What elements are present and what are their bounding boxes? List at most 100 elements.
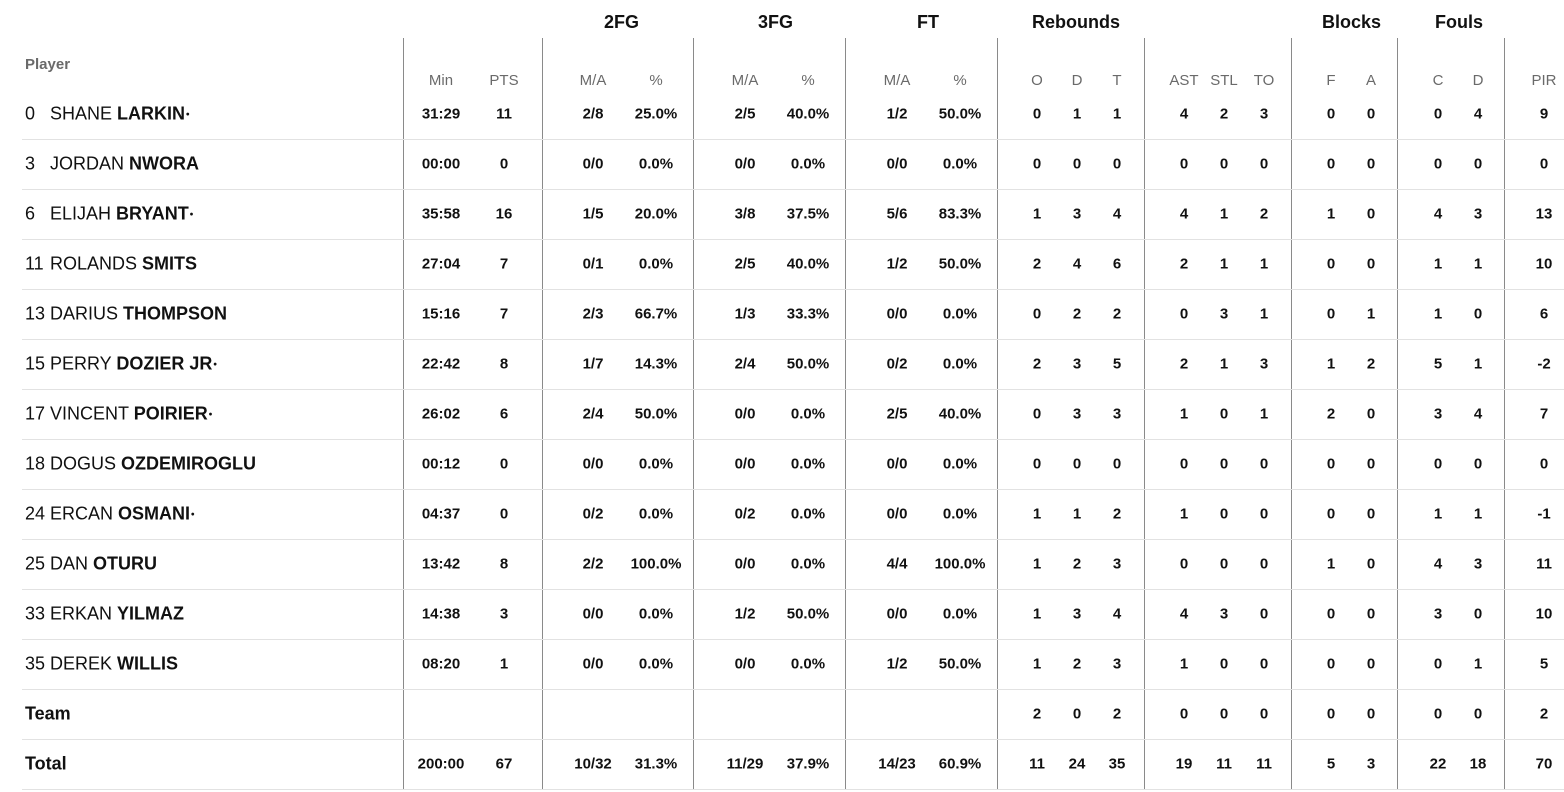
stat-cell: 0.0% (942, 355, 978, 373)
stat-cell: 04:37 (421, 505, 461, 523)
stat-cell: 1/2 (886, 655, 908, 673)
stat-cell: 0 (1259, 705, 1269, 723)
stat-cell: 0/2 (734, 505, 756, 523)
player-name[interactable]: 13 DARIUS THOMPSON (25, 304, 227, 325)
stat-cell: 0.0% (790, 405, 826, 423)
player-name[interactable]: 25 DAN OTURU (25, 554, 157, 575)
player-last-name: OTURU (93, 553, 158, 574)
stat-cell: 0 (1433, 155, 1443, 173)
stat-cell: 11 (496, 105, 512, 123)
player-last-name: OZDEMIROGLU (121, 453, 257, 474)
stat-cell: 1 (1219, 255, 1229, 273)
stat-cell: 33.3% (786, 305, 830, 323)
stat-cell: 0 (1219, 505, 1229, 523)
stat-cell: 1 (1112, 105, 1122, 123)
stat-cell: 0 (1326, 155, 1336, 173)
team-label: Team (25, 703, 71, 724)
stat-cell: 0.0% (790, 655, 826, 673)
stat-cell: 0.0% (638, 155, 674, 173)
player-first-name: VINCENT (50, 403, 134, 424)
row-divider (22, 639, 1564, 640)
stat-cell: 1 (499, 655, 509, 673)
column-header: PIR (1531, 72, 1557, 89)
player-name[interactable]: 3 JORDAN NWORA (25, 154, 199, 175)
stat-cell: 4 (1433, 555, 1443, 573)
player-column-header: Player (25, 56, 71, 73)
stat-cell: 0 (1179, 555, 1189, 573)
row-divider (22, 789, 1564, 790)
stat-cell: 2 (1219, 105, 1229, 123)
stat-cell: 0 (1259, 155, 1269, 173)
stat-cell: 0/1 (582, 255, 604, 273)
stat-cell: 0.0% (638, 455, 674, 473)
player-last-name: YILMAZ (117, 603, 185, 624)
stat-cell: 100.0% (934, 555, 986, 573)
row-divider (22, 339, 1564, 340)
player-name[interactable]: 33 ERKAN YILMAZ (25, 604, 184, 625)
stat-cell: 10 (1535, 605, 1553, 623)
player-number: 17 (25, 403, 46, 424)
column-header: A (1365, 72, 1377, 89)
stat-cell: 0.0% (942, 605, 978, 623)
stat-cell: 3 (1112, 655, 1122, 673)
player-name[interactable]: 35 DEREK WILLIS (25, 654, 178, 675)
column-header: TO (1253, 72, 1275, 89)
player-name[interactable]: 15 PERRY DOZIER JR• (25, 354, 217, 375)
player-last-name: BRYANT (116, 203, 189, 224)
starter-marker: • (186, 109, 190, 121)
stat-cell: 70 (1535, 755, 1553, 773)
stat-cell: 15:16 (421, 305, 461, 323)
column-divider (997, 38, 998, 790)
column-header: % (801, 72, 815, 89)
stat-cell: 6 (1112, 255, 1122, 273)
stat-cell: 37.5% (786, 205, 830, 223)
column-header: STL (1210, 72, 1238, 89)
stat-cell: 0 (1072, 705, 1082, 723)
player-name[interactable]: 17 VINCENT POIRIER• (25, 404, 212, 425)
stat-cell: 8 (499, 355, 509, 373)
starter-marker: • (191, 509, 195, 521)
stat-cell: 4 (1179, 605, 1189, 623)
stat-cell: 27:04 (421, 255, 461, 273)
stat-cell: 0.0% (790, 455, 826, 473)
stat-cell: 40.0% (786, 105, 830, 123)
player-number: 15 (25, 353, 46, 374)
column-header: F (1326, 72, 1336, 89)
player-last-name: WILLIS (117, 653, 179, 674)
stat-cell: 2/5 (734, 105, 756, 123)
player-name[interactable]: 0 SHANE LARKIN• (25, 104, 190, 125)
stat-cell: 0 (1219, 555, 1229, 573)
stat-cell: 31.3% (634, 755, 678, 773)
stat-cell: 0 (1473, 155, 1483, 173)
group-fouls: Fouls (1435, 12, 1483, 32)
row-divider (22, 389, 1564, 390)
stat-cell: 6 (1539, 305, 1549, 323)
stat-cell: 0 (1473, 605, 1483, 623)
player-name[interactable]: 11 ROLANDS SMITS (25, 254, 197, 275)
stat-cell: 0 (1433, 455, 1443, 473)
stat-cell: 26:02 (421, 405, 461, 423)
player-name[interactable]: 18 DOGUS OZDEMIROGLU (25, 454, 256, 475)
stat-cell: 1 (1473, 355, 1483, 373)
stat-cell: 0/0 (886, 155, 908, 173)
stat-cell: 0 (1259, 555, 1269, 573)
player-first-name: JORDAN (50, 153, 130, 174)
stat-cell: 0 (1032, 455, 1042, 473)
player-first-name: DARIUS (50, 303, 124, 324)
player-name[interactable]: 6 ELIJAH BRYANT• (25, 204, 193, 225)
stat-cell: 1 (1179, 505, 1189, 523)
stat-cell: 1 (1473, 655, 1483, 673)
stat-cell: 50.0% (938, 105, 982, 123)
player-name[interactable]: 24 ERCAN OSMANI• (25, 504, 195, 525)
stat-cell: 200:00 (417, 755, 465, 773)
stat-cell: 19 (1175, 755, 1193, 773)
stat-cell: 7 (1539, 405, 1549, 423)
column-header: PTS (489, 72, 519, 89)
stat-cell: 14.3% (634, 355, 678, 373)
stat-cell: 0 (1219, 405, 1229, 423)
stat-cell: 0 (1366, 555, 1376, 573)
stat-cell: 3 (1433, 605, 1443, 623)
player-last-name: DOZIER JR (116, 353, 213, 374)
starter-marker: • (189, 209, 194, 221)
player-last-name: POIRIER (133, 403, 208, 424)
